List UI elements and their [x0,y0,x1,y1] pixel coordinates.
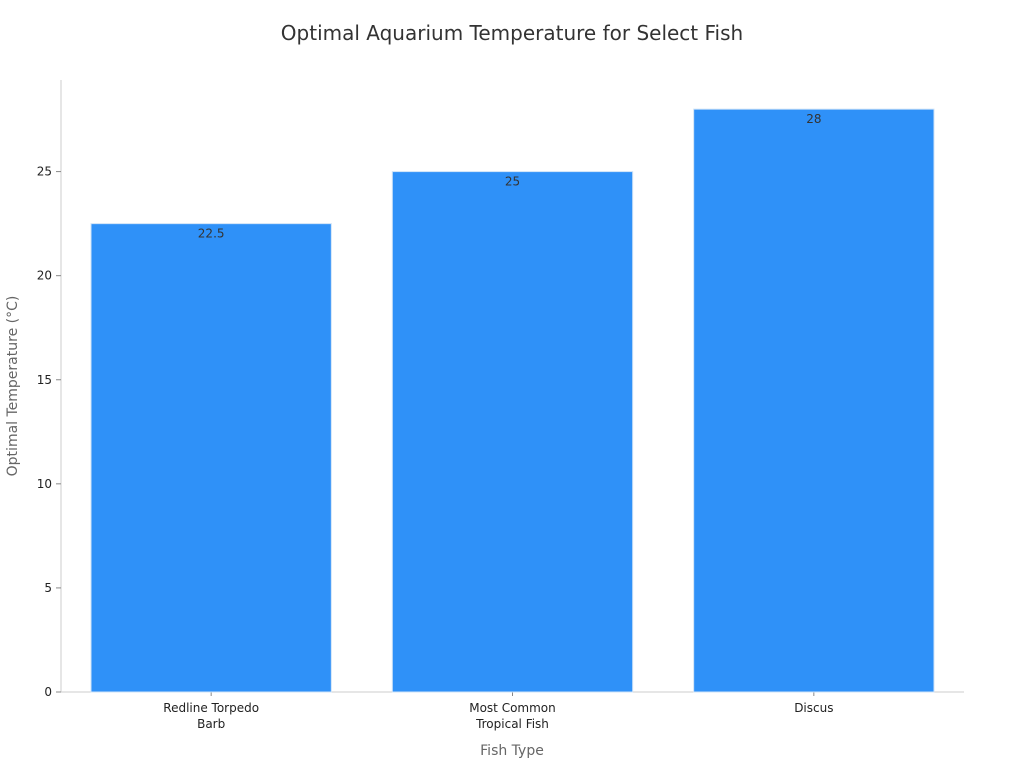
x-axis-title: Fish Type [480,743,544,759]
chart-title: Optimal Aquarium Temperature for Select … [281,21,743,45]
bar [391,171,634,693]
y-axis-title: Optimal Temperature (°C) [5,296,21,477]
bar [693,108,935,693]
x-tick-label: Redline Torpedo Barb [163,701,259,731]
labels-group: 22.5 Redline Torpedo Barb 25 Most Common Trop… [163,112,833,731]
x-tick-label: Most Common Tropical Fish [469,701,556,731]
y-tick-label: 10 [37,477,52,491]
data-label: 25 [505,175,520,189]
y-tick-label: 15 [37,373,52,387]
bars-group [90,108,935,693]
data-label: 28 [806,112,821,126]
data-label: 22.5 [198,227,225,241]
x-tick-label: Discus [794,701,833,715]
y-tick-label: 20 [37,269,52,283]
bar [90,223,332,693]
y-tick-label: 5 [44,581,52,595]
y-tick-label: 0 [44,685,52,699]
y-tick-label: 25 [37,165,52,179]
